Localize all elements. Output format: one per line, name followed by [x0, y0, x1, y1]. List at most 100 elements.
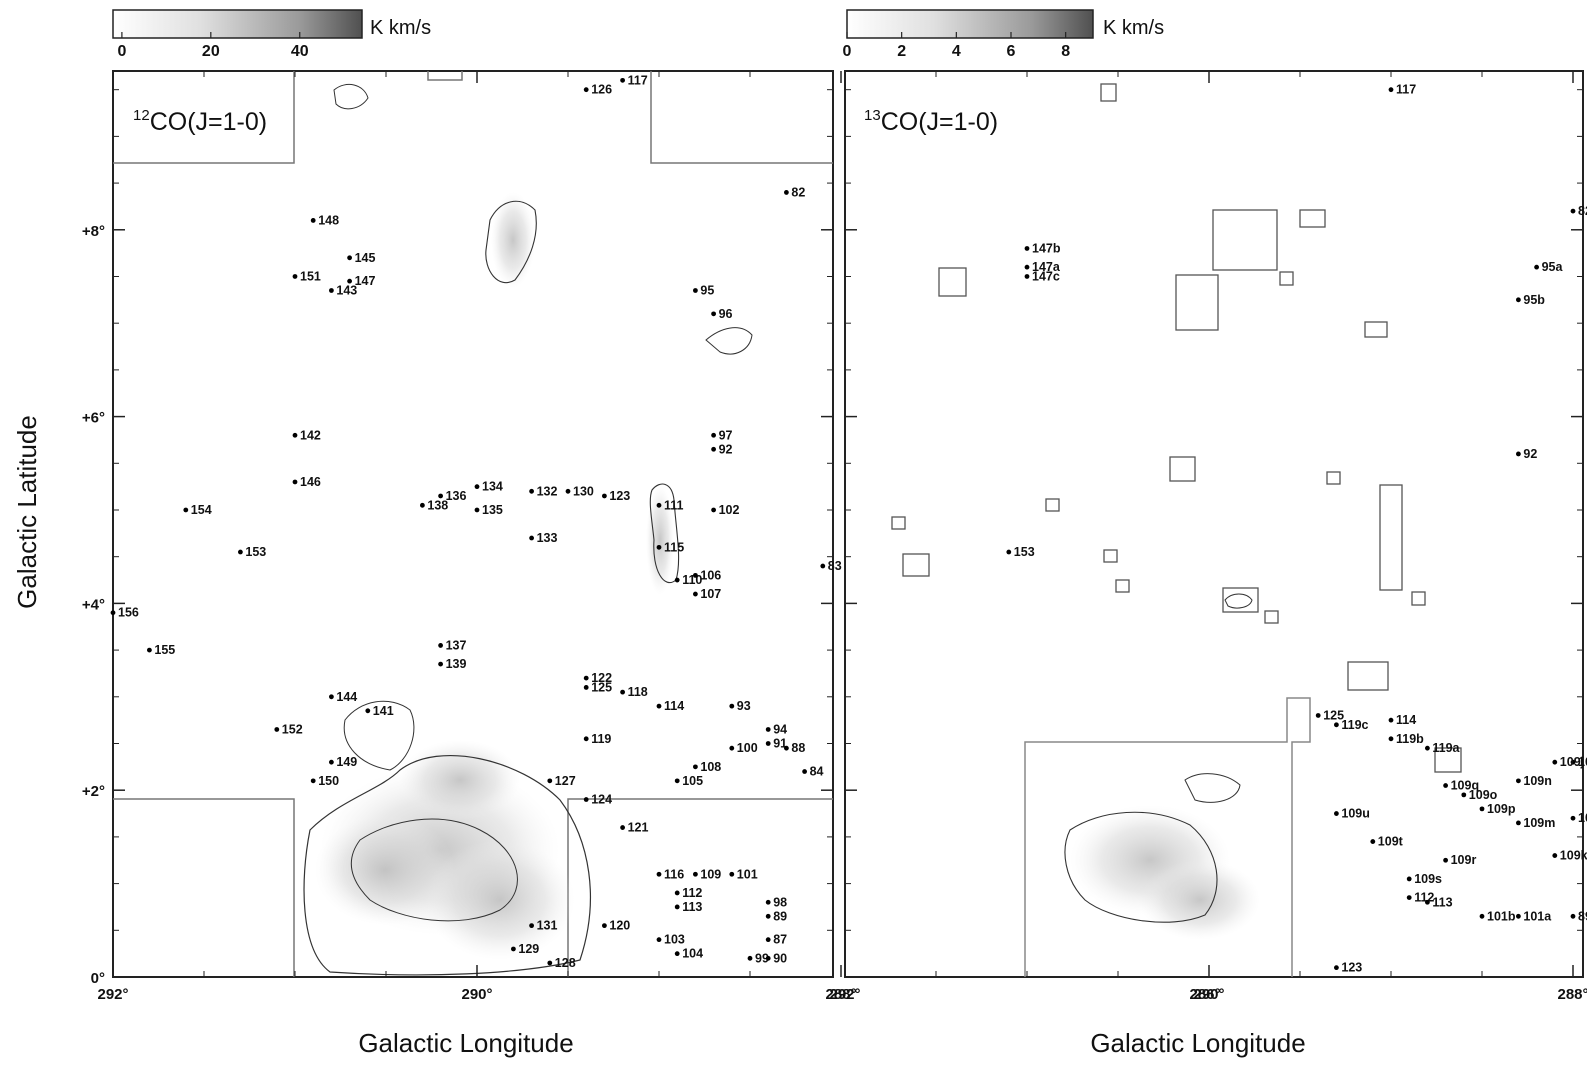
cloud-point: [583, 685, 589, 690]
cloud-label: 104: [682, 947, 703, 961]
cloud-label: 92: [719, 442, 733, 456]
cloud-label: 82: [791, 185, 805, 199]
colorbar-tick-label: 4: [952, 43, 961, 60]
y-tick-label: +2°: [82, 783, 105, 800]
cloud-point: [620, 825, 625, 830]
cloud-point: [183, 507, 189, 513]
cloud-point: [602, 493, 607, 499]
cloud-point: [1479, 913, 1485, 919]
cloud-point: [1479, 806, 1485, 812]
cloud-point: [110, 610, 116, 616]
cloud-label: 126: [591, 83, 612, 97]
cloud-point: [565, 488, 571, 494]
contour-line: [303, 755, 592, 976]
cloud-point: [656, 502, 662, 508]
colorbar-tick-label: 20: [202, 43, 220, 60]
cloud-point: [365, 708, 371, 714]
cloud-point: [547, 960, 553, 966]
contours-13co: [1064, 593, 1253, 923]
cloud-point: [1425, 899, 1430, 905]
cloud-label: 109n: [1523, 774, 1552, 788]
cloud-label: 89: [1578, 909, 1587, 923]
cloud-point: [656, 544, 662, 550]
x-tick-label: 288°: [1557, 986, 1587, 1003]
cloud-label: 148: [318, 213, 339, 227]
cloud-point: [1388, 87, 1394, 93]
x-axis-title-12co: Galactic Longitude: [358, 1028, 573, 1058]
cloud-label: 101a: [1523, 909, 1552, 923]
cloud-label: 116: [664, 867, 684, 881]
cloud-point: [583, 736, 589, 742]
cloud-point: [765, 913, 771, 919]
cloud-label: 113: [1432, 895, 1452, 909]
cloud-label: 114: [664, 699, 684, 713]
cloud-label: 101: [737, 867, 758, 881]
cloud-label: 125: [591, 680, 612, 694]
survey-boundary-13co: [1024, 697, 1311, 977]
cloud-label: 109h: [1578, 755, 1587, 769]
cloud-label: 133: [537, 531, 558, 545]
panel-title-13co-text: CO(J=1-0): [881, 108, 998, 136]
panel-title-12co: 12CO(J=1-0): [133, 107, 267, 136]
cloud-label: 147: [355, 274, 376, 288]
field-box: [1434, 747, 1462, 773]
field-boxes-13co: [891, 83, 1462, 773]
cloud-label: 109p: [1487, 802, 1516, 816]
cloud-point: [1024, 274, 1030, 279]
cloud-label: 147a: [1032, 260, 1061, 274]
cloud-label: 129: [518, 942, 539, 956]
cloud-label: 109m: [1523, 816, 1555, 830]
contour-line: [485, 200, 537, 284]
cloud-point: [784, 190, 789, 195]
cloud-label: 156: [118, 606, 139, 620]
cloud-label: 111: [664, 498, 684, 512]
cloud-point: [474, 484, 480, 490]
cloud-point: [329, 694, 334, 700]
x-tick-label: 288°: [825, 986, 856, 1003]
cloud-label: 128: [555, 956, 576, 970]
cloud-label: 144: [336, 690, 357, 704]
contour-line: [343, 700, 415, 771]
y-ticks-12co: 0° +2° +4° +6° +8°: [82, 89, 833, 987]
cloud-label: 119: [591, 732, 611, 746]
cloud-point: [765, 727, 771, 732]
cloud-point: [711, 432, 716, 438]
cloud-point: [292, 479, 298, 485]
cloud-label: 123: [609, 489, 630, 503]
cloud-point: [784, 745, 789, 751]
y-tick-label: 0°: [91, 970, 105, 987]
cloud-point: [820, 563, 826, 569]
cloud-point: [1315, 713, 1321, 718]
emission-blob: [646, 485, 674, 595]
cloud-label: 109k: [1560, 849, 1587, 863]
cloud-point: [529, 923, 534, 929]
colorbar-tick-label: 40: [291, 43, 309, 60]
colorbar-tick-label: 6: [1007, 43, 1016, 60]
field-box: [1115, 579, 1130, 593]
field-box: [1264, 610, 1279, 624]
cloud-label: 119c: [1341, 718, 1368, 732]
cloud-label: 99: [755, 951, 769, 965]
colorbar-12co-ticks: 0 20 40: [117, 32, 309, 60]
cloud-label: 138: [427, 498, 448, 512]
cloud-label: 84: [810, 765, 824, 779]
field-box: [1222, 587, 1259, 613]
panel-13co: K km/s 0 2 4 6 8: [829, 9, 1587, 1058]
cloud-label: 152: [282, 722, 303, 736]
cloud-label: 109t: [1378, 835, 1404, 849]
x-tick-label: 290°: [461, 986, 492, 1003]
survey-boundary-12co: [113, 71, 833, 977]
cloud-label: 121: [628, 821, 649, 835]
cloud-point: [1388, 717, 1394, 723]
cloud-point: [511, 946, 516, 952]
cloud-label: 95a: [1542, 260, 1564, 274]
cloud-label: 91: [773, 736, 787, 750]
colorbar-13co-ticks: 0 2 4 6 8: [843, 32, 1070, 60]
emission-blob: [400, 740, 520, 820]
cloud-label: 117: [628, 73, 648, 87]
cloud-point: [1570, 815, 1576, 821]
cloud-label: 96: [719, 307, 733, 321]
cloud-label: 149: [336, 755, 357, 769]
